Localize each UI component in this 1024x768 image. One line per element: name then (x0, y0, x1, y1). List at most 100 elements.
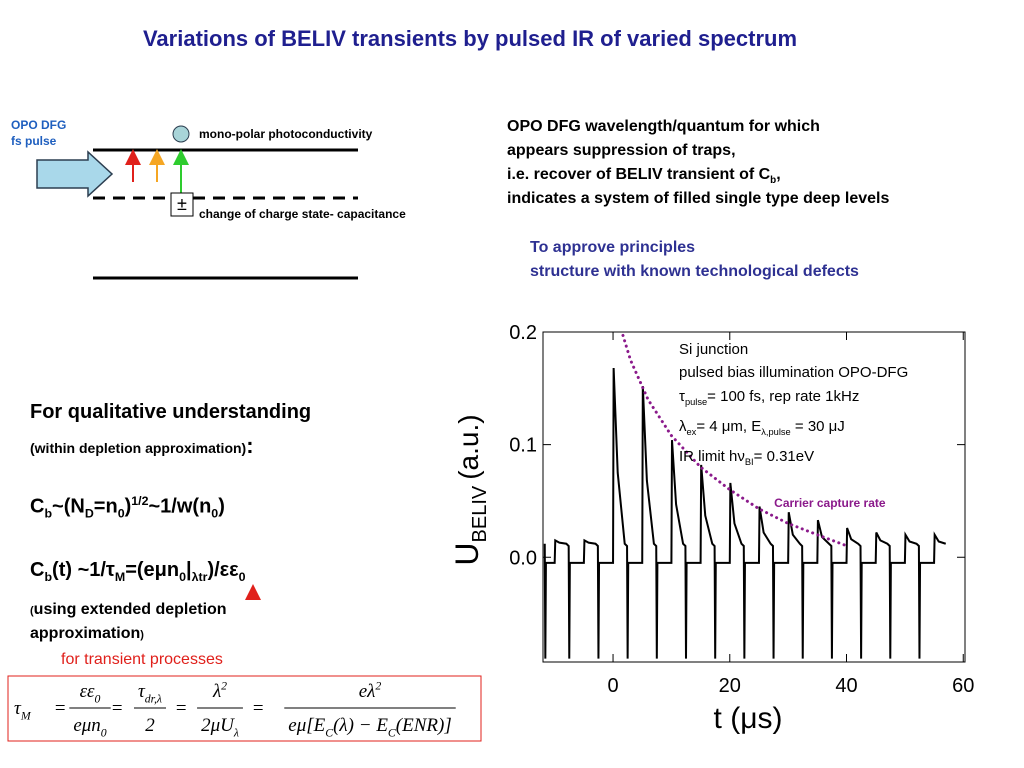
plot-frame (542, 331, 966, 663)
text-fragment: using extended depletion (33, 601, 227, 618)
text-line: To approve principles (530, 239, 695, 257)
text-fragment: ex (686, 427, 697, 437)
text-fragment: approximation (30, 625, 141, 642)
text-fragment: M (114, 570, 126, 584)
series-label: Carrier capture rate (774, 496, 886, 510)
text-fragment: 1/2 (131, 494, 149, 508)
x-tick-label: 0 (607, 675, 618, 697)
text-fragment: pulse (684, 397, 708, 407)
x-axis-label: t (μs) (714, 702, 783, 735)
text-fragment: eμ[E (288, 715, 325, 736)
text-fragment: pulsed bias illumination OPO-DFG (679, 364, 909, 381)
chart-note: pulsed bias illumination OPO-DFG (679, 364, 908, 381)
text-line: (using extended depletion (30, 601, 227, 619)
chart: 0 20 40 60 0.0 0.1 0.2 t (μs) UBELIV (a.u.) Carrie… (449, 322, 974, 735)
text-line: indicates a system of filled single type… (507, 190, 889, 208)
x-tick-label: 60 (952, 675, 974, 697)
chart-note: λex= 4 μm, Eλ,pulse = 30 μJ (679, 418, 845, 437)
chart-note: IR limit hνBI= 0.31eV (679, 448, 814, 467)
text-fragment: = 30 μJ (790, 418, 845, 435)
text-fragment: τ (14, 698, 22, 719)
denominator: 2 (145, 715, 155, 736)
text-fragment: λ (233, 727, 239, 740)
text-fragment: dr,λ (145, 693, 162, 706)
text-fragment: structure with known technological defec… (530, 263, 859, 280)
numerator: εε0 (80, 681, 101, 706)
text-line: For qualitative understanding (30, 401, 311, 424)
diagram-label: change of charge state- capacitance (199, 207, 406, 221)
formula-eq: = (252, 698, 265, 719)
text-fragment: eμn (73, 715, 100, 736)
text-fragment: ) (140, 629, 144, 641)
carrier (172, 125, 190, 143)
charge-box (170, 192, 194, 217)
text-fragment: C (388, 727, 396, 740)
diagram-label: mono-polar photoconductivity (199, 127, 373, 141)
text-fragment: b (770, 175, 777, 187)
chart-note: τpulse= 100 fs, rep rate 1kHz (679, 388, 859, 407)
y-axis-label-main: U (449, 542, 485, 565)
formula-line: Cb~(ND=n0)1/2~1/w(n0) (30, 494, 225, 521)
text-fragment: (t) ~1/τ (52, 559, 115, 581)
text-fragment: 0 (211, 506, 219, 521)
text-fragment: b (44, 506, 53, 521)
text-fragment: 2 (375, 679, 381, 692)
text-fragment: τ (138, 681, 146, 702)
chart-note: Si junction (679, 341, 748, 358)
text-fragment: 0 (179, 570, 187, 584)
text-fragment: BI (744, 457, 754, 467)
text-fragment: 0 (95, 693, 101, 706)
formula-line: Cb(t) ~1/τM=(eμn0|λtr)/εε0 (30, 559, 246, 584)
denominator: eμ[EC(λ) − EC(ENR)] (288, 715, 451, 740)
text-fragment: 0 (238, 570, 246, 584)
formula-eq: = (54, 698, 67, 719)
text-line: (within depletion approximation): (30, 433, 254, 459)
text-fragment: IR limit hν (679, 448, 745, 465)
text-fragment: 0 (117, 506, 125, 521)
charge-symbol: ± (177, 194, 187, 214)
text-line: structure with known technological defec… (530, 263, 859, 281)
text-fragment: )/εε (207, 559, 239, 581)
pulse-label: OPO DFG (11, 118, 66, 132)
text-fragment: : (246, 433, 254, 458)
text-line: OPO DFG wavelength/quantum for which (507, 118, 820, 136)
text-fragment: indicates a system of filled single type… (507, 190, 890, 207)
text-fragment: D (84, 506, 94, 521)
y-tick-label: 0.2 (509, 322, 537, 344)
transient-line (543, 368, 947, 659)
capture-curve (621, 333, 846, 547)
formula-eq: = (175, 698, 188, 719)
text-fragment: λ (212, 681, 221, 702)
text-fragment: Si junction (679, 341, 749, 358)
y-axis-label: UBELIV (a.u.) (449, 414, 491, 565)
y-tick-label: 0.0 (509, 547, 537, 569)
text-line: for transient processes (61, 651, 223, 669)
text-fragment: i.e. recover of BELIV transient of C (507, 166, 771, 183)
text-fragment: To approve principles (530, 239, 696, 256)
text-fragment: OPO DFG wavelength/quantum for which (507, 118, 820, 135)
text-line: appears suppression of traps, (507, 142, 736, 160)
y-tick-label: 0.1 (509, 435, 537, 457)
text-fragment: λ (679, 418, 687, 435)
text-fragment: ) (124, 495, 132, 518)
text-fragment: for transient processes (61, 651, 223, 668)
numerator: τdr,λ (138, 681, 162, 706)
x-tick-label: 20 (719, 675, 741, 697)
slide-title: Variations of BELIV transients by pulsed… (142, 26, 798, 51)
text-fragment: =n (93, 495, 118, 518)
text-fragment: = 0.31eV (753, 448, 815, 465)
text-fragment: For qualitative understanding (30, 401, 312, 423)
text-fragment: | (186, 559, 192, 581)
numerator: eλ2 (359, 679, 382, 702)
y-axis-label-unit: (a.u.) (453, 414, 484, 479)
x-tick-label: 40 (835, 675, 857, 697)
text-fragment: b (44, 570, 53, 584)
text-fragment: (within depletion approximation) (30, 440, 247, 456)
text-fragment: C (325, 727, 333, 740)
pulse-arrow (36, 150, 114, 198)
text-fragment: C (30, 495, 45, 518)
text-fragment: =(eμn (125, 559, 180, 581)
